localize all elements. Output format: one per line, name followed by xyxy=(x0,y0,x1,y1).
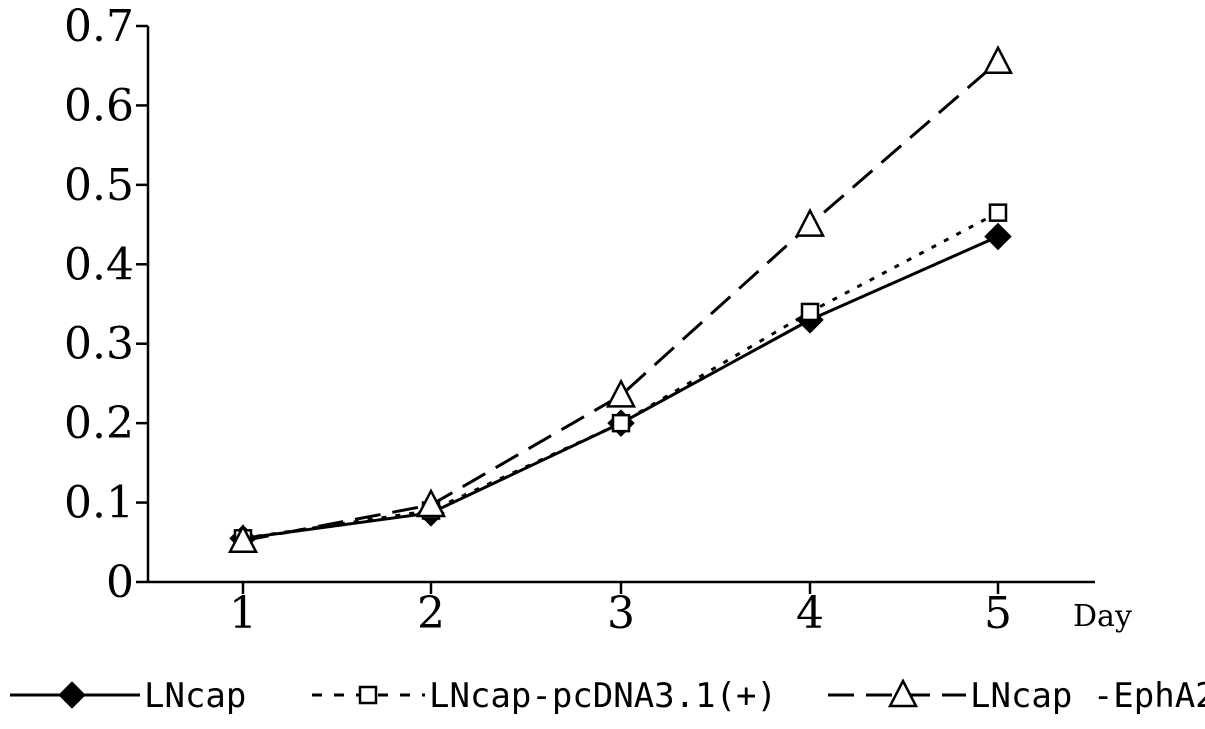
data-point xyxy=(988,203,1008,222)
legend-item: LNcap -EphA2 xyxy=(828,676,1205,716)
data-point xyxy=(982,45,1014,74)
x-tick-label: 2 xyxy=(417,588,445,639)
y-tick-label: 0.4 xyxy=(64,239,134,290)
data-point xyxy=(800,302,820,322)
x-tick-label: 4 xyxy=(796,588,824,639)
legend-marker xyxy=(58,681,86,709)
legend-label: LNcap xyxy=(144,676,246,716)
x-tick-label: 5 xyxy=(984,588,1012,639)
y-tick-label: 0 xyxy=(106,557,134,608)
axes: 0 0.1 0.2 0.3 0.4 0.5 0.6 0.7 1 2 3 4 5 Day xyxy=(64,1,1132,639)
data-point xyxy=(227,523,259,553)
legend-label: LNcap -EphA2 xyxy=(970,676,1205,716)
legend: LNcap LNcap-pcDNA3.1(+) LNcap -EphA2 xyxy=(10,676,1205,716)
series-line xyxy=(242,211,999,540)
series-line xyxy=(242,60,999,543)
data-point xyxy=(605,378,637,408)
legend-label: LNcap-pcDNA3.1(+) xyxy=(429,676,777,716)
y-tick-label: 0.5 xyxy=(64,160,134,211)
y-tick-label: 0.7 xyxy=(64,1,134,52)
legend-marker xyxy=(887,678,919,708)
y-tick-label: 0.2 xyxy=(64,398,134,449)
x-tick-label: 3 xyxy=(607,588,635,639)
series-layer xyxy=(227,45,1014,553)
data-point xyxy=(794,207,826,237)
legend-item: LNcap xyxy=(10,676,246,716)
series-2 xyxy=(227,45,1014,553)
x-tick-label: 1 xyxy=(229,588,257,639)
legend-marker xyxy=(358,685,378,705)
y-tick-label: 0.1 xyxy=(64,478,134,529)
legend-item: LNcap-pcDNA3.1(+) xyxy=(312,676,777,716)
data-point xyxy=(415,488,447,518)
y-tick-label: 0.3 xyxy=(64,319,134,370)
series-1 xyxy=(233,203,1008,548)
data-point xyxy=(611,413,631,433)
y-tick-label: 0.6 xyxy=(64,80,134,131)
x-axis-label: Day xyxy=(1073,599,1132,634)
data-point xyxy=(984,222,1012,251)
